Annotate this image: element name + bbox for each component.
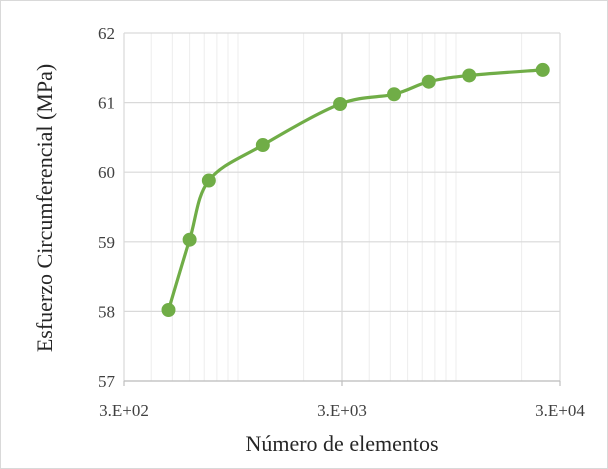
series-line (166, 68, 545, 312)
y-tick-label: 60 (98, 163, 115, 182)
data-point (462, 68, 477, 83)
y-tick-label: 58 (98, 302, 115, 321)
y-axis-title: Esfuerzo Circumferencial (MPa) (32, 64, 57, 352)
grid-layer (123, 32, 561, 382)
data-point (387, 87, 402, 102)
label-layer: 3.E+02 3.E+03 3.E+04 57 58 59 60 61 62 (98, 24, 585, 420)
data-point (182, 232, 197, 247)
x-tick-label: 3.E+03 (317, 401, 367, 420)
y-tick-label: 57 (98, 372, 116, 391)
data-point (421, 74, 436, 89)
y-tick-label: 59 (98, 233, 115, 252)
x-tick-label: 3.E+04 (535, 401, 585, 420)
y-tick-label: 61 (98, 94, 115, 113)
x-axis-title: Número de elementos (245, 431, 438, 456)
data-point (161, 303, 176, 318)
series-layer (161, 62, 550, 318)
data-point (201, 173, 216, 188)
x-tick-label: 3.E+02 (99, 401, 149, 420)
data-point (333, 96, 348, 111)
data-point (535, 62, 550, 77)
y-tick-label: 62 (98, 24, 115, 43)
data-point (255, 138, 270, 153)
axis-layer (123, 380, 561, 386)
